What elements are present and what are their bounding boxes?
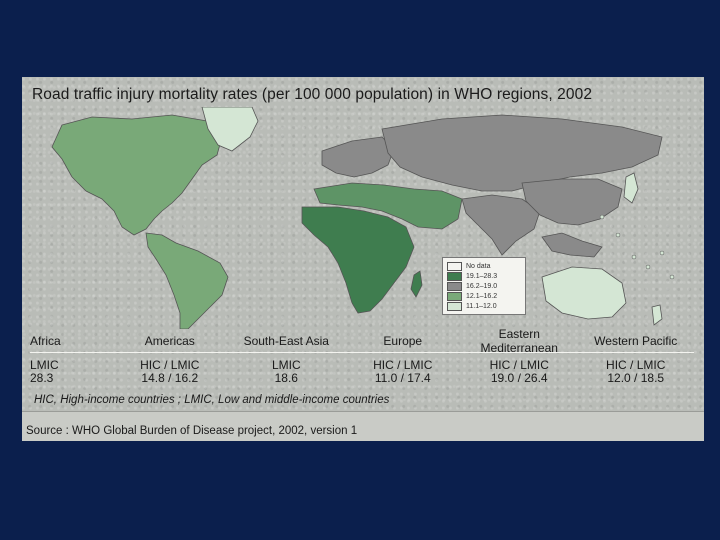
region-rate-values: 14.8 / 16.2: [141, 371, 199, 385]
legend-swatch: [447, 281, 462, 291]
map-title: Road traffic injury mortality rates (per…: [32, 86, 593, 103]
legend-label: 16.2–19.0: [466, 282, 498, 290]
pacific-islands: [599, 214, 675, 280]
region-name: Europe: [383, 334, 423, 348]
region-rate-values: 28.3: [30, 371, 54, 385]
figure-panel: Road traffic injury mortality rates (per…: [22, 77, 704, 441]
region-americas-north: [51, 114, 223, 236]
region-name: South-East Asia: [243, 334, 329, 348]
region-rate: HIC / LMIC 19.0 / 26.4: [461, 359, 577, 385]
source-text: Source : WHO Global Burden of Disease pr…: [26, 425, 358, 437]
region-sea-islands: [541, 232, 603, 258]
region-americas-south: [145, 232, 229, 329]
region-rate-values: 11.0 / 17.4: [374, 371, 431, 385]
region-income-groups: LMIC: [271, 358, 301, 372]
region-income-groups: LMIC: [30, 358, 59, 372]
legend-label: 19.1–28.3: [466, 272, 498, 280]
region-rate-values: 18.6: [274, 371, 298, 385]
legend-item: 16.2–19.0: [447, 281, 521, 291]
region-greenland: [201, 107, 259, 152]
region-east-asia: [521, 178, 623, 226]
region-name: Africa: [30, 334, 61, 348]
legend-item: 11.1–12.0: [447, 301, 521, 311]
region-rate: LMIC 28.3: [30, 359, 112, 385]
region-income-groups: HIC / LMIC: [606, 358, 666, 372]
region-income-groups: HIC / LMIC: [140, 358, 200, 372]
region-eastern-mediterranean: [313, 182, 463, 230]
legend-swatch: [447, 291, 462, 301]
abbreviation-note: HIC, High-income countries ; LMIC, Low a…: [34, 394, 390, 406]
world-map: [51, 107, 675, 329]
region-income-groups: HIC / LMIC: [373, 358, 433, 372]
region-rate-values: 12.0 / 18.5: [607, 371, 665, 385]
region-name: Americas: [144, 334, 195, 348]
region-name: Eastern Mediterranean: [480, 327, 558, 355]
region-africa: [301, 206, 415, 314]
region-south-east-asia: [461, 194, 541, 256]
legend-item: No data: [447, 261, 521, 271]
legend-swatch: [447, 271, 462, 281]
legend-label: 12.1–16.2: [466, 292, 498, 300]
legend-swatch: [447, 301, 462, 311]
region-table: Africa Americas South-East Asia Europe Easte…: [30, 327, 694, 388]
region-rate: HIC / LMIC 14.8 / 16.2: [112, 359, 228, 385]
region-madagascar: [410, 270, 423, 298]
region-europe-east: [381, 114, 663, 192]
legend-item: 12.1–16.2: [447, 291, 521, 301]
legend-item: 19.1–28.3: [447, 271, 521, 281]
region-rate: HIC / LMIC 11.0 / 17.4: [345, 359, 461, 385]
region-name: Western Pacific: [594, 334, 678, 348]
region-japan: [623, 172, 639, 204]
region-europe-west: [321, 136, 395, 178]
region-header-row: Africa Americas South-East Asia Europe Easte…: [30, 327, 694, 355]
region-new-zealand: [651, 304, 663, 326]
map-legend: No data 19.1–28.3 16.2–19.0 12.1–16.2 11.1–1…: [442, 257, 526, 315]
legend-swatch: [447, 261, 462, 271]
region-income-groups: HIC / LMIC: [489, 358, 549, 372]
legend-label: 11.1–12.0: [466, 302, 497, 310]
region-rate: HIC / LMIC 12.0 / 18.5: [577, 359, 693, 385]
region-australia: [541, 266, 627, 320]
legend-label: No data: [466, 262, 491, 270]
region-rate-values: 19.0 / 26.4: [490, 371, 548, 385]
source-bar: Source : WHO Global Burden of Disease pr…: [22, 411, 704, 441]
region-rate: LMIC 18.6: [228, 359, 344, 385]
region-values-row: LMIC 28.3 HIC / LMIC 14.8 / 16.2 LMIC 18.6 HIC…: [30, 353, 694, 385]
